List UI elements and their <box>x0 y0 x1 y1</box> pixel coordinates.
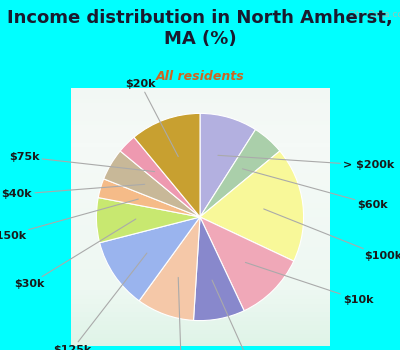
Wedge shape <box>139 217 200 320</box>
Wedge shape <box>200 113 256 217</box>
Wedge shape <box>96 198 200 243</box>
Text: $125k: $125k <box>53 253 147 350</box>
Wedge shape <box>100 217 200 301</box>
Text: $150k: $150k <box>0 199 138 241</box>
Wedge shape <box>200 151 304 261</box>
Text: $40k: $40k <box>2 184 145 199</box>
Text: $200k: $200k <box>212 280 269 350</box>
Wedge shape <box>104 151 200 217</box>
Wedge shape <box>200 217 294 311</box>
Wedge shape <box>120 137 200 217</box>
Text: $10k: $10k <box>246 262 374 305</box>
Text: $75k: $75k <box>9 152 154 172</box>
Text: $100k: $100k <box>264 209 400 261</box>
Text: City-Data.com: City-Data.com <box>348 10 400 19</box>
Text: All residents: All residents <box>156 70 244 83</box>
Wedge shape <box>98 179 200 217</box>
Text: $60k: $60k <box>242 169 388 210</box>
Wedge shape <box>200 130 280 217</box>
Text: $30k: $30k <box>14 219 136 289</box>
Wedge shape <box>134 113 200 217</box>
Text: $20k: $20k <box>126 79 178 156</box>
Wedge shape <box>194 217 244 321</box>
Text: $50k: $50k <box>166 278 196 350</box>
Text: Income distribution in North Amherst,
MA (%): Income distribution in North Amherst, MA… <box>7 9 393 48</box>
Text: > $200k: > $200k <box>218 155 394 170</box>
